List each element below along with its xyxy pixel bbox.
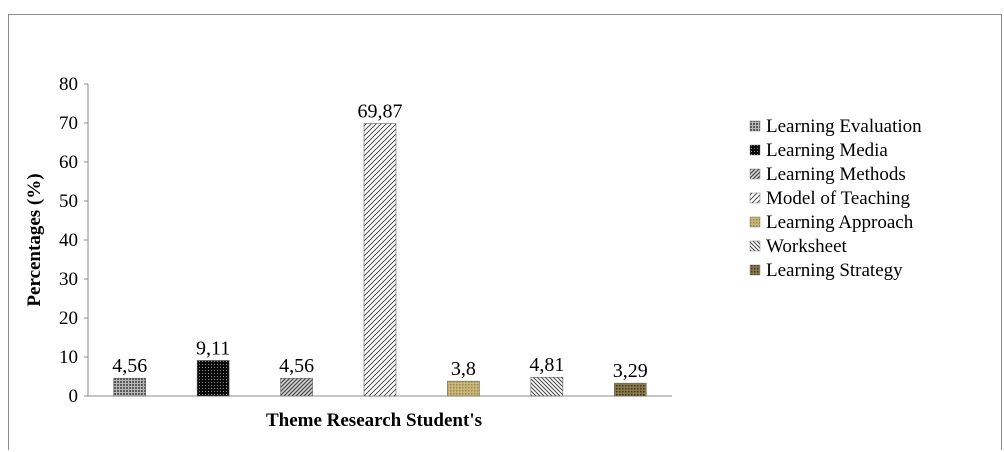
legend: Learning Evaluation Learning Media Learnin…: [749, 116, 922, 281]
y-tick-label: 0: [69, 386, 79, 407]
y-tick-label: 70: [59, 113, 78, 134]
y-tick-labels: 0 10 20 30 40 50 60 70 80: [59, 74, 88, 407]
legend-swatch: [749, 168, 761, 180]
legend-swatch: [749, 240, 761, 252]
data-label: 4,81: [529, 354, 564, 376]
y-tick-label: 40: [59, 230, 78, 251]
x-axis-title: Theme Research Student's: [266, 410, 482, 431]
legend-swatch: [749, 192, 761, 204]
data-label: 4,56: [112, 355, 147, 377]
bar: [530, 376, 564, 397]
legend-swatch: [749, 264, 761, 276]
legend-swatch: [749, 120, 761, 132]
bar: [280, 377, 313, 397]
y-axis-title: Percentages (%): [24, 173, 45, 306]
legend-label: Learning Evaluation: [766, 116, 922, 137]
bar: [613, 382, 647, 397]
data-label: 3,8: [451, 358, 476, 380]
data-label: 9,11: [196, 337, 230, 359]
y-tick-label: 10: [59, 347, 78, 368]
legend-label: Worksheet: [766, 236, 847, 257]
legend-label: Learning Media: [766, 140, 888, 161]
legend-label: Learning Strategy: [766, 260, 903, 281]
bar: [113, 377, 147, 397]
legend-label: Model of Teaching: [766, 188, 910, 209]
legend-swatch: [749, 144, 761, 156]
bar: [447, 380, 480, 397]
y-tick-label: 20: [59, 308, 78, 329]
data-label: 3,29: [613, 360, 648, 382]
data-label: 69,87: [358, 101, 403, 123]
bars: [113, 123, 647, 397]
chart-frame: [8, 14, 1002, 450]
y-tick-label: 80: [59, 74, 78, 95]
data-labels: 4,56 9,11 4,56 69,87 3,8 4,81 3,29: [112, 101, 648, 383]
y-tick-label: 60: [59, 152, 78, 173]
bar: [196, 360, 230, 397]
y-tick-label: 50: [59, 191, 78, 212]
bar: [363, 123, 397, 397]
data-label: 4,56: [279, 355, 314, 377]
legend-label: Learning Methods: [766, 164, 906, 185]
legend-label: Learning Approach: [766, 212, 914, 233]
y-tick-label: 30: [59, 269, 78, 290]
legend-swatch: [749, 216, 761, 228]
